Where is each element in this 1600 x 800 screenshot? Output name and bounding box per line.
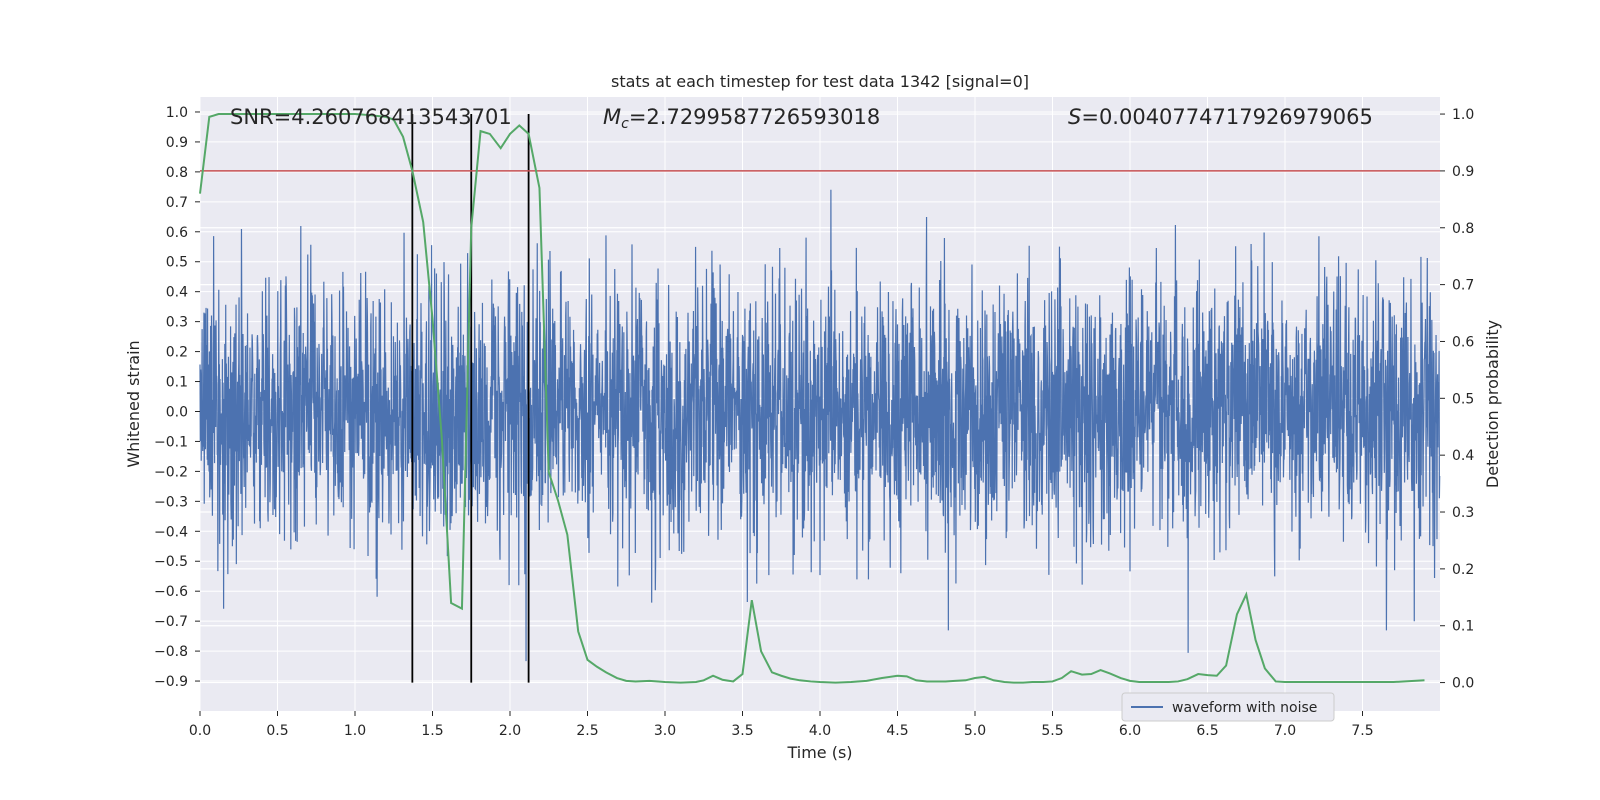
- y-right-tick-label: 0.6: [1452, 334, 1474, 350]
- waveform-noise-line: [199, 189, 1441, 662]
- x-tick-label: 3.0: [654, 723, 676, 739]
- y-left-tick-label: 0.9: [166, 135, 188, 151]
- y-left-axis-ticks: 1.0 0.9 0.8 0.7 0.6 0.5 0.4 0.3 0.2 0.1 0.0 −0.1 −0.…: [154, 105, 200, 690]
- y-right-tick-label: 0.3: [1452, 505, 1474, 521]
- legend-label: waveform with noise: [1172, 700, 1317, 716]
- x-tick-label: 5.0: [964, 723, 986, 739]
- y-right-tick-label: 0.2: [1452, 562, 1474, 578]
- y-left-tick-label: 0.3: [166, 315, 188, 331]
- y-right-tick-label: 0.8: [1452, 221, 1474, 237]
- x-tick-label: 2.0: [499, 723, 521, 739]
- x-tick-label: 3.5: [731, 723, 753, 739]
- y-right-axis-label: Detection probability: [1483, 320, 1502, 488]
- x-tick-label: 7.0: [1274, 723, 1296, 739]
- y-right-tick-label: 0.0: [1452, 676, 1474, 692]
- y-left-tick-label: 0.7: [166, 195, 188, 211]
- y-right-tick-label: 0.9: [1452, 164, 1474, 180]
- chirp-mass-annotation: Mc=2.7299587726593018: [603, 105, 880, 132]
- y-left-tick-label: −0.8: [154, 644, 188, 660]
- snr-annotation: SNR=4.260768413543701: [230, 105, 512, 129]
- y-right-tick-label: 0.5: [1452, 391, 1474, 407]
- x-tick-label: 4.0: [809, 723, 831, 739]
- y-left-tick-label: −0.7: [154, 614, 188, 630]
- x-tick-label: 6.0: [1119, 723, 1141, 739]
- y-left-tick-label: 0.5: [166, 255, 188, 271]
- vertical-markers: [411, 114, 530, 683]
- s-symbol: S: [1068, 105, 1081, 129]
- chirp-mass-symbol: M: [603, 105, 621, 129]
- y-right-tick-label: 0.4: [1452, 448, 1474, 464]
- x-tick-label: 2.5: [576, 723, 598, 739]
- s-annotation: S=0.0040774717926979065: [1068, 105, 1373, 129]
- y-left-tick-label: −0.9: [154, 674, 188, 690]
- waveform-series: [199, 189, 1441, 662]
- detection-probability-line: [199, 113, 1425, 684]
- y-left-tick-label: −0.2: [154, 464, 188, 480]
- s-value: =0.0040774717926979065: [1081, 105, 1373, 129]
- y-right-tick-label: 1.0: [1452, 107, 1474, 123]
- x-tick-label: 4.5: [886, 723, 908, 739]
- x-tick-label: 0.0: [189, 723, 211, 739]
- legend: waveform with noise: [1121, 692, 1335, 722]
- y-left-tick-label: 0.0: [166, 404, 188, 420]
- chart-title: stats at each timestep for test data 134…: [611, 72, 1029, 91]
- y-right-tick-label: 0.7: [1452, 278, 1474, 294]
- y-left-tick-label: −0.4: [154, 524, 188, 540]
- legend-box: [1121, 692, 1335, 722]
- y-left-tick-label: 0.6: [166, 225, 188, 241]
- y-left-tick-label: 0.4: [166, 285, 188, 301]
- chirp-mass-value: =2.7299587726593018: [629, 105, 880, 129]
- y-right-axis-ticks: 1.0 0.9 0.8 0.7 0.6 0.5 0.4 0.3 0.2 0.1 0.0: [1440, 107, 1474, 692]
- y-left-tick-label: 0.2: [166, 345, 188, 361]
- y-left-tick-label: 0.8: [166, 165, 188, 181]
- x-tick-label: 6.5: [1196, 723, 1218, 739]
- y-left-tick-label: −0.3: [154, 494, 188, 510]
- y-left-tick-label: −0.6: [154, 584, 188, 600]
- y-left-axis-label: Whitened strain: [124, 340, 143, 467]
- x-tick-label: 5.5: [1041, 723, 1063, 739]
- x-axis-label: Time (s): [786, 743, 852, 762]
- x-tick-label: 0.5: [266, 723, 288, 739]
- y-right-tick-label: 0.1: [1452, 619, 1474, 635]
- y-left-tick-label: −0.5: [154, 554, 188, 570]
- y-left-tick-label: 1.0: [166, 105, 188, 121]
- x-tick-label: 1.5: [421, 723, 443, 739]
- chirp-mass-subscript: c: [621, 116, 629, 132]
- y-left-tick-label: −0.1: [154, 434, 188, 450]
- y-left-tick-label: 0.1: [166, 375, 188, 391]
- x-tick-label: 1.0: [344, 723, 366, 739]
- x-tick-label: 7.5: [1351, 723, 1373, 739]
- x-axis-ticks: 0.0 0.5 1.0 1.5 2.0 2.5 3.0 3.5 4.0 4.5 5.0 5.5 6.0 6…: [189, 711, 1374, 739]
